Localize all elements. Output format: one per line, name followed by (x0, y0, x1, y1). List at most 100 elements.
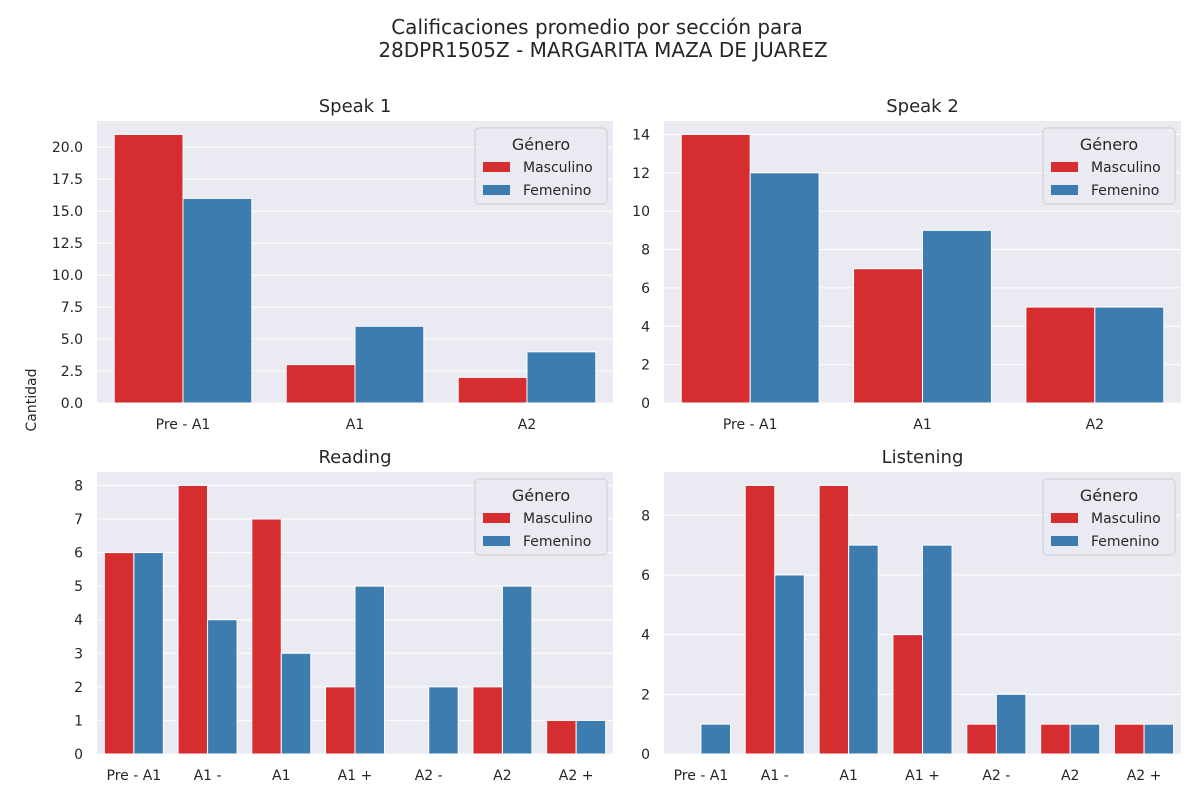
bar-femenino-0 (182, 197, 253, 404)
y-tick-label: 7.5 (61, 300, 83, 316)
legend-swatch-masculino (1051, 162, 1078, 172)
legend-label-femenino: Femenino (1091, 183, 1159, 199)
legend-title: Género (1080, 135, 1138, 154)
bar-masculino-2 (457, 376, 528, 404)
y-tick-label: 4 (641, 628, 650, 644)
bar-masculino-0 (680, 133, 751, 404)
legend-swatch-masculino (1051, 513, 1078, 523)
legend-swatch-masculino (483, 162, 510, 172)
y-tick-label: 8 (641, 243, 650, 259)
legend-swatch-masculino (483, 513, 510, 523)
bar-femenino-0 (749, 172, 820, 404)
bar-femenino-4 (995, 693, 1027, 755)
bar-femenino-6 (575, 719, 607, 755)
y-tick-label: 0 (641, 747, 650, 763)
y-tick-label: 8 (641, 508, 650, 524)
y-tick-label: 4 (641, 319, 650, 335)
bar-masculino-5 (472, 686, 503, 755)
legend-swatch-femenino (483, 185, 510, 195)
y-tick-label: 2 (641, 358, 650, 374)
y-tick-label: 2.5 (61, 364, 83, 380)
y-tick-label: 6 (641, 281, 650, 297)
y-tick-label: 10 (632, 204, 650, 220)
legend-swatch-femenino (1051, 536, 1078, 546)
legend-label-femenino: Femenino (523, 534, 591, 550)
bar-masculino-5 (1040, 723, 1071, 755)
y-axis-label: Cantidad (24, 369, 40, 432)
x-tick-label: A2 - (415, 768, 443, 784)
bar-masculino-0 (103, 552, 135, 755)
y-tick-label: 6 (641, 568, 650, 584)
legend-label-femenino: Femenino (523, 183, 591, 199)
bar-masculino-1 (853, 268, 923, 404)
bar-femenino-2 (526, 351, 597, 404)
bar-masculino-3 (325, 686, 356, 755)
x-tick-label: A1 - (194, 768, 222, 784)
y-tick-label: 6 (74, 546, 83, 562)
bar-femenino-5 (501, 585, 533, 755)
panel-title: Speak 1 (319, 96, 392, 117)
bar-femenino-0 (700, 723, 731, 755)
bar-femenino-6 (1143, 723, 1175, 755)
bar-femenino-3 (922, 544, 953, 755)
panel-title: Speak 2 (886, 96, 959, 117)
y-tick-label: 3 (74, 646, 83, 662)
legend: Género Masculino Femenino (1042, 127, 1176, 205)
legend-swatch-femenino (483, 536, 510, 546)
x-tick-label: A2 (493, 768, 511, 784)
x-tick-label: A2 (1061, 768, 1079, 784)
y-tick-label: 0 (641, 396, 650, 412)
bar-masculino-0 (113, 133, 184, 404)
legend-title: Género (1080, 486, 1138, 505)
panel-3: 0 2 4 6 8 Pre - A1 A1 - A1 A1 + A2 - A2 A2 + Listeni… (641, 447, 1181, 784)
legend-title: Género (512, 135, 570, 154)
x-tick-label: Pre - A1 (156, 417, 211, 433)
panel-1: 0 2 4 6 8 10 12 14 Pre - A1 A1 A2 Speak 2 Género Masc… (632, 96, 1181, 433)
y-tick-label: 0.0 (61, 396, 83, 412)
x-tick-label: Pre - A1 (107, 768, 162, 784)
y-tick-label: 1 (74, 713, 83, 729)
bar-femenino-5 (1069, 723, 1101, 755)
y-tick-label: 7 (74, 512, 83, 528)
x-tick-label: Pre - A1 (674, 768, 729, 784)
x-tick-label: Pre - A1 (723, 417, 778, 433)
bar-femenino-2 (848, 544, 879, 755)
bar-masculino-6 (546, 719, 577, 755)
legend-label-masculino: Masculino (523, 511, 593, 527)
legend-label-masculino: Masculino (523, 160, 593, 176)
bar-femenino-1 (354, 325, 425, 404)
x-tick-label: A2 - (982, 768, 1010, 784)
y-tick-label: 2 (641, 687, 650, 703)
panel-2: 0 1 2 3 4 5 6 7 8 Pre - A1 A1 - A1 A1 + A2 - A2 A2 + Rea… (74, 447, 613, 784)
x-tick-label: A1 (346, 417, 364, 433)
y-tick-label: 4 (74, 613, 83, 629)
bar-masculino-1 (285, 364, 356, 404)
y-tick-label: 20.0 (52, 140, 83, 156)
panel-title: Reading (318, 447, 391, 468)
bar-femenino-1 (207, 619, 238, 755)
x-tick-label: A1 - (761, 768, 789, 784)
legend: Género Masculino Femenino (474, 127, 608, 205)
bar-femenino-1 (774, 574, 805, 755)
x-tick-label: A1 + (905, 768, 940, 784)
y-tick-label: 17.5 (52, 172, 83, 188)
y-tick-label: 8 (74, 478, 83, 494)
bar-femenino-0 (133, 552, 164, 755)
bar-masculino-6 (1114, 723, 1145, 755)
legend: Género Masculino Femenino (1042, 478, 1176, 556)
x-tick-label: A1 + (338, 768, 373, 784)
legend-label-masculino: Masculino (1091, 511, 1161, 527)
x-tick-label: A1 (272, 768, 290, 784)
x-tick-label: A2 + (1127, 768, 1162, 784)
figure-title-line2: 28DPR1505Z - MARGARITA MAZA DE JUAREZ (378, 38, 827, 62)
bar-masculino-1 (744, 484, 776, 755)
y-tick-label: 12.5 (52, 236, 83, 252)
x-tick-label: A2 + (559, 768, 594, 784)
figure-title-line1: Calificaciones promedio por sección para (391, 15, 803, 39)
bar-masculino-2 (251, 518, 282, 755)
bar-femenino-1 (922, 229, 992, 404)
legend: Género Masculino Femenino (474, 478, 608, 556)
panel-0: 0.0 2.5 5.0 7.5 10.0 12.5 15.0 17.5 20.0 Pre - A1… (52, 96, 613, 433)
